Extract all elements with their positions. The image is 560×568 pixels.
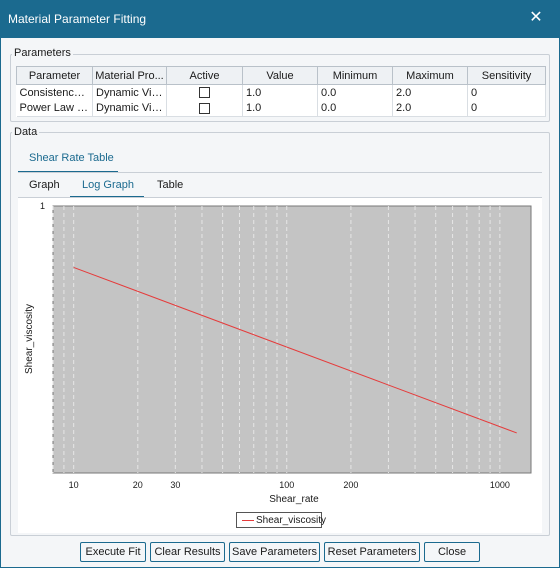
legend-label: Shear_viscosity xyxy=(256,515,327,526)
x-tick-label: 100 xyxy=(279,480,294,490)
y-axis-label: Shear_viscosity xyxy=(24,304,35,374)
tab-shear-rate-table[interactable]: Shear Rate Table xyxy=(29,152,114,164)
x-tick-label: 200 xyxy=(343,480,358,490)
material-property-cell[interactable]: Dynamic Vis... xyxy=(92,100,167,117)
series-line xyxy=(73,266,517,434)
active-checkbox[interactable] xyxy=(199,102,210,114)
grid-lines xyxy=(52,206,501,473)
x-tick-label: 1000 xyxy=(490,480,510,490)
maximum-cell[interactable]: 2.0 xyxy=(392,84,468,101)
column-header-material-property[interactable]: Material Pro... xyxy=(92,66,167,85)
active-cell xyxy=(166,100,243,117)
title-bar: Material Parameter Fitting ✕ xyxy=(0,0,560,38)
tab-graph[interactable]: Graph xyxy=(29,179,60,191)
x-axis-label: Shear_rate xyxy=(269,494,319,505)
x-ticks: 10 20 30 100 200 1000 xyxy=(69,480,510,490)
close-button[interactable]: Close xyxy=(424,542,480,562)
clear-results-button[interactable]: Clear Results xyxy=(150,542,225,562)
plot-area xyxy=(52,205,532,474)
column-header-active[interactable]: Active xyxy=(166,66,243,85)
value-cell[interactable]: 1.0 xyxy=(242,84,318,101)
save-parameters-button[interactable]: Save Parameters xyxy=(229,542,320,562)
log-graph-chart: 10 20 30 100 200 1000 1 Shear_rate Shear_visc… xyxy=(24,201,532,505)
tab-table[interactable]: Table xyxy=(157,179,184,191)
y-tick-label: 1 xyxy=(40,201,45,211)
plot-panel: 10 20 30 100 200 1000 1 Shear_rate Shear_visc… xyxy=(18,198,542,533)
minimum-cell[interactable]: 0.0 xyxy=(317,100,393,117)
column-header-value[interactable]: Value xyxy=(242,66,318,85)
legend-swatch xyxy=(242,520,254,521)
series-layer xyxy=(73,266,517,434)
data-group-label: Data xyxy=(12,126,40,138)
chart-legend: Shear_viscosity xyxy=(236,512,326,528)
x-tick-label: 20 xyxy=(133,480,143,490)
x-tick-label: 10 xyxy=(69,480,79,490)
material-property-cell[interactable]: Dynamic Vis... xyxy=(92,84,167,101)
inner-tab-separator xyxy=(18,197,542,198)
maximum-cell[interactable]: 2.0 xyxy=(392,100,468,117)
execute-fit-button[interactable]: Execute Fit xyxy=(80,542,146,562)
table-row[interactable]: Consistency ... Dynamic Vis... 1.0 0.0 2… xyxy=(16,84,546,101)
parameter-cell[interactable]: Power Law E... xyxy=(16,100,93,117)
window-title: Material Parameter Fitting xyxy=(8,12,147,26)
data-group xyxy=(10,132,550,536)
column-header-sensitivity[interactable]: Sensitivity xyxy=(467,66,546,85)
active-checkbox[interactable] xyxy=(199,87,210,99)
parameters-table: Parameter Material Pro... Active Value M… xyxy=(16,66,546,117)
table-row[interactable]: Power Law E... Dynamic Vis... 1.0 0.0 2.… xyxy=(16,100,546,117)
x-tick-label: 30 xyxy=(170,480,180,490)
column-header-maximum[interactable]: Maximum xyxy=(392,66,468,85)
parameter-cell[interactable]: Consistency ... xyxy=(16,84,93,101)
parameters-group xyxy=(10,54,550,122)
active-cell xyxy=(166,84,243,101)
sensitivity-cell[interactable]: 0 xyxy=(467,84,546,101)
value-cell[interactable]: 1.0 xyxy=(242,100,318,117)
column-header-parameter[interactable]: Parameter xyxy=(16,66,93,85)
close-icon[interactable]: ✕ xyxy=(529,9,543,26)
reset-parameters-button[interactable]: Reset Parameters xyxy=(324,542,420,562)
column-header-minimum[interactable]: Minimum xyxy=(317,66,393,85)
sensitivity-cell[interactable]: 0 xyxy=(467,100,546,117)
minimum-cell[interactable]: 0.0 xyxy=(317,84,393,101)
outer-tab-separator xyxy=(18,172,542,173)
y-ticks: 1 xyxy=(40,201,45,211)
parameters-group-label: Parameters xyxy=(12,47,73,59)
tab-log-graph[interactable]: Log Graph xyxy=(82,179,134,191)
